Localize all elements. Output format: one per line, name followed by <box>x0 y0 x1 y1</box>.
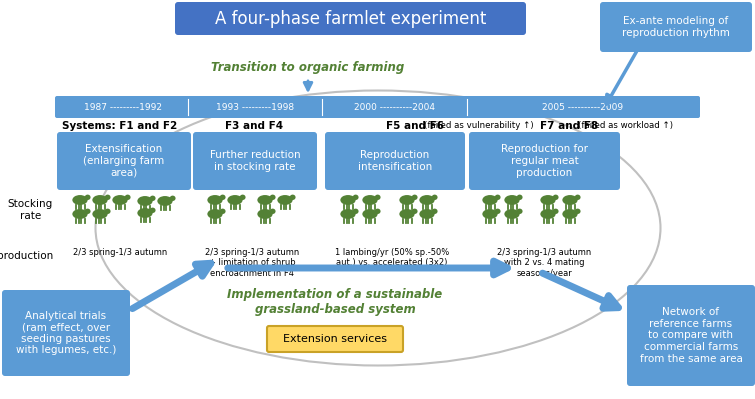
FancyBboxPatch shape <box>193 132 317 190</box>
Ellipse shape <box>399 195 414 205</box>
FancyBboxPatch shape <box>325 132 465 190</box>
Ellipse shape <box>257 195 273 205</box>
Text: Extension services: Extension services <box>283 334 387 344</box>
Ellipse shape <box>92 209 108 219</box>
Ellipse shape <box>85 209 91 214</box>
Ellipse shape <box>553 209 559 214</box>
Text: Extensification
(enlarging farm
area): Extensification (enlarging farm area) <box>83 144 165 178</box>
Text: Implementation of a sustainable
grassland-based system: Implementation of a sustainable grasslan… <box>227 288 442 316</box>
Text: 2/3 spring-1/3 autumn: 2/3 spring-1/3 autumn <box>73 248 167 257</box>
Text: F3 and F4: F3 and F4 <box>225 121 283 131</box>
Ellipse shape <box>541 209 556 219</box>
Ellipse shape <box>411 209 418 214</box>
Text: Reproduction: Reproduction <box>0 251 53 261</box>
Ellipse shape <box>541 195 556 205</box>
Ellipse shape <box>170 196 176 201</box>
Ellipse shape <box>482 195 498 205</box>
Ellipse shape <box>270 195 276 200</box>
Ellipse shape <box>208 209 223 219</box>
FancyBboxPatch shape <box>267 326 403 352</box>
Ellipse shape <box>72 195 88 205</box>
Ellipse shape <box>374 209 381 214</box>
Ellipse shape <box>341 195 356 205</box>
Text: 2000 ----------2004: 2000 ----------2004 <box>354 103 435 111</box>
Ellipse shape <box>419 195 435 205</box>
Ellipse shape <box>362 195 378 205</box>
Ellipse shape <box>277 195 293 205</box>
Ellipse shape <box>137 208 153 218</box>
Ellipse shape <box>504 195 519 205</box>
Ellipse shape <box>504 209 519 219</box>
Ellipse shape <box>562 209 578 219</box>
Ellipse shape <box>290 195 295 200</box>
Text: Systems: F1 and F2: Systems: F1 and F2 <box>63 121 177 131</box>
Ellipse shape <box>149 207 156 213</box>
Text: F7 and F8: F7 and F8 <box>540 121 602 131</box>
Text: A four-phase farmlet experiment: A four-phase farmlet experiment <box>215 10 486 28</box>
FancyBboxPatch shape <box>57 132 191 190</box>
Text: Network of
reference farms
to compare with
commercial farms
from the same area: Network of reference farms to compare wi… <box>639 307 742 364</box>
Ellipse shape <box>575 209 581 214</box>
Ellipse shape <box>137 196 153 206</box>
Ellipse shape <box>72 209 88 219</box>
Ellipse shape <box>482 209 498 219</box>
FancyBboxPatch shape <box>600 2 752 52</box>
Ellipse shape <box>220 195 226 200</box>
Ellipse shape <box>341 209 356 219</box>
Ellipse shape <box>516 209 522 214</box>
FancyBboxPatch shape <box>175 2 526 35</box>
Ellipse shape <box>208 195 223 205</box>
Ellipse shape <box>495 195 501 200</box>
Ellipse shape <box>240 195 245 200</box>
Ellipse shape <box>270 209 276 214</box>
FancyBboxPatch shape <box>469 132 620 190</box>
Text: Reproduction
intensification: Reproduction intensification <box>358 150 432 172</box>
Ellipse shape <box>85 195 91 200</box>
Ellipse shape <box>562 195 578 205</box>
Ellipse shape <box>125 195 131 200</box>
Ellipse shape <box>432 195 438 200</box>
Ellipse shape <box>575 195 581 200</box>
Text: F5 and F6: F5 and F6 <box>386 121 448 131</box>
Ellipse shape <box>553 195 559 200</box>
Ellipse shape <box>149 196 156 201</box>
Text: Ex-ante modeling of
reproduction rhythm: Ex-ante modeling of reproduction rhythm <box>622 16 730 38</box>
Text: Reproduction for
regular meat
production: Reproduction for regular meat production <box>501 144 588 178</box>
Text: 2/3 spring-1/3 autumn
+ limitation of shrub
encroachment in F4: 2/3 spring-1/3 autumn + limitation of sh… <box>205 248 299 278</box>
Text: 2/3 spring-1/3 autumn
with 2 vs. 4 mating
seasons/year: 2/3 spring-1/3 autumn with 2 vs. 4 matin… <box>497 248 591 278</box>
Ellipse shape <box>374 195 381 200</box>
Ellipse shape <box>112 195 128 205</box>
Text: Further reduction
in stocking rate: Further reduction in stocking rate <box>210 150 300 172</box>
Text: 1 lambing/yr (50% sp.-50%
aut.) vs. accelerated (3x2): 1 lambing/yr (50% sp.-50% aut.) vs. acce… <box>335 248 449 267</box>
Ellipse shape <box>257 209 273 219</box>
Ellipse shape <box>399 209 414 219</box>
Ellipse shape <box>227 195 242 205</box>
Ellipse shape <box>419 209 435 219</box>
Text: 2005 ----------2009: 2005 ----------2009 <box>542 103 623 111</box>
Ellipse shape <box>516 195 522 200</box>
Ellipse shape <box>220 209 226 214</box>
FancyBboxPatch shape <box>55 96 700 118</box>
Ellipse shape <box>362 209 378 219</box>
Ellipse shape <box>105 195 110 200</box>
Ellipse shape <box>92 195 108 205</box>
Ellipse shape <box>432 209 438 214</box>
Ellipse shape <box>353 195 359 200</box>
Text: 1993 ---------1998: 1993 ---------1998 <box>216 103 294 111</box>
Text: Transition to organic farming: Transition to organic farming <box>211 61 405 73</box>
Text: 1987 ---------1992: 1987 ---------1992 <box>84 103 162 111</box>
Ellipse shape <box>411 195 418 200</box>
FancyBboxPatch shape <box>627 285 755 386</box>
Ellipse shape <box>105 209 110 214</box>
Text: Stocking
rate: Stocking rate <box>8 199 53 221</box>
Ellipse shape <box>495 209 501 214</box>
Text: (failed as vulnerability ↑): (failed as vulnerability ↑) <box>424 121 534 130</box>
Ellipse shape <box>157 196 173 206</box>
Text: (failed as workload ↑): (failed as workload ↑) <box>578 121 673 130</box>
Text: Analytical trials
(ram effect, over
seeding pastures
with legumes, etc.): Analytical trials (ram effect, over seed… <box>16 310 116 356</box>
FancyBboxPatch shape <box>2 290 130 376</box>
Ellipse shape <box>353 209 359 214</box>
